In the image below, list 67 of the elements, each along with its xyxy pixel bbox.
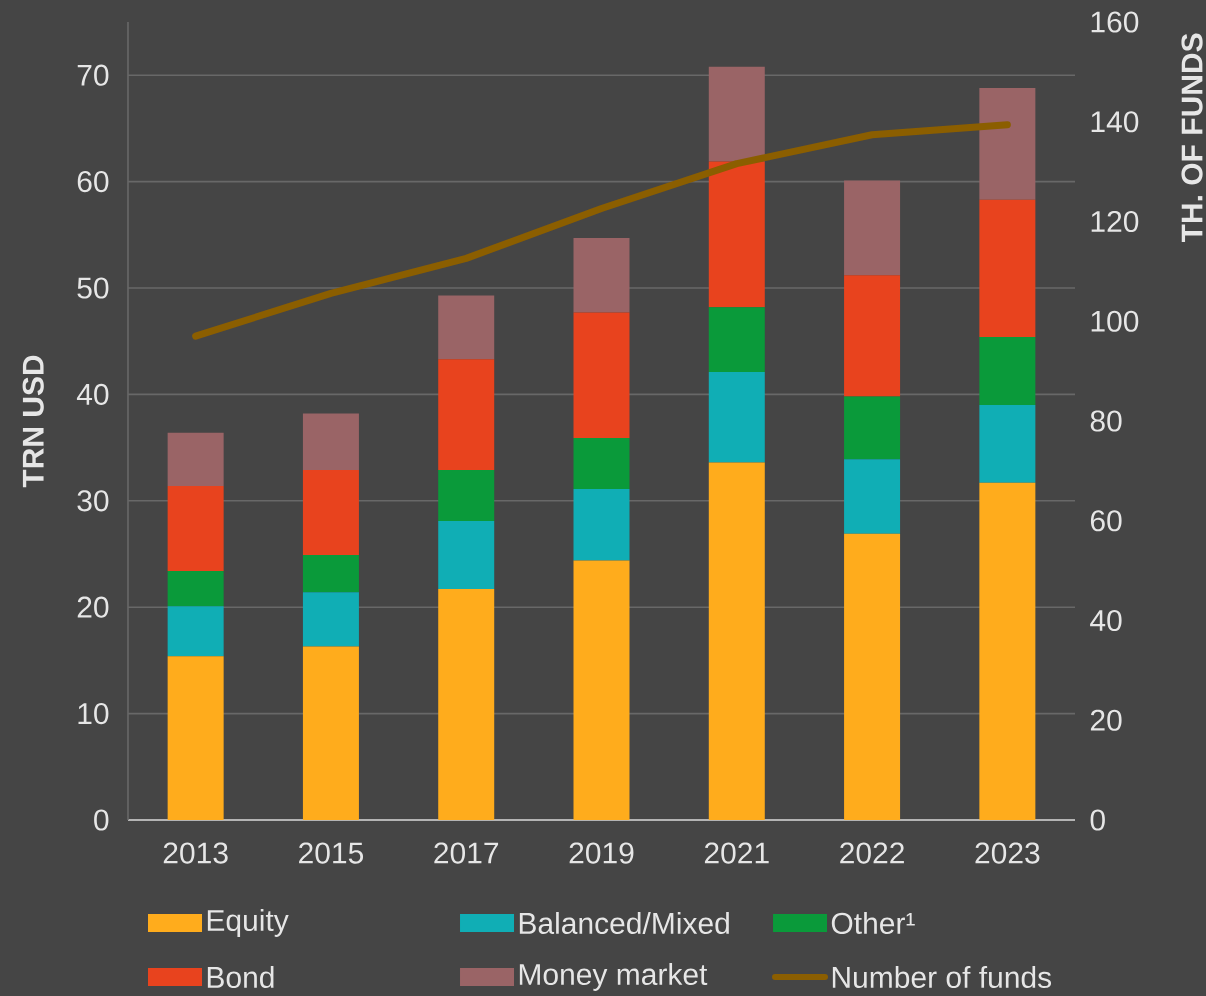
x-tick-label: 2021 xyxy=(704,842,769,864)
bar xyxy=(573,560,630,820)
legend-label: Other¹ xyxy=(831,911,915,934)
y-tick-label: 20 xyxy=(77,596,109,618)
y-tick-label: 40 xyxy=(76,383,109,406)
bar xyxy=(438,295,495,360)
legend-label: Number of funds xyxy=(832,965,1052,988)
x-tick-label: 2019 xyxy=(569,842,634,864)
y2-tick-label: 20 xyxy=(1090,709,1122,731)
bar xyxy=(708,66,765,162)
y2-tick-label: 140 xyxy=(1091,111,1139,133)
legend-label: Equity xyxy=(207,909,289,937)
bar xyxy=(573,438,630,490)
y2-axis-title: TH. OF FUNDS xyxy=(1181,33,1203,243)
bar xyxy=(708,161,765,308)
bar xyxy=(167,485,224,572)
bar xyxy=(302,413,359,470)
bar xyxy=(708,462,765,820)
bar xyxy=(573,312,630,439)
y2-tick-label: 60 xyxy=(1090,510,1122,532)
bar xyxy=(167,432,224,486)
bar xyxy=(979,336,1036,406)
x-tick-label: 2015 xyxy=(299,842,364,864)
bar xyxy=(167,656,224,820)
bar xyxy=(979,482,1036,820)
y-tick-label: 50 xyxy=(77,277,109,299)
bar xyxy=(302,469,359,556)
bar xyxy=(979,87,1036,200)
y2-tick-label: 80 xyxy=(1090,410,1122,432)
y-tick-label: 30 xyxy=(77,490,109,512)
bar xyxy=(438,469,495,522)
bar xyxy=(979,405,1036,483)
bar xyxy=(573,238,630,313)
y-tick-label: 60 xyxy=(77,171,109,193)
bar xyxy=(844,459,901,534)
x-tick-label: 2023 xyxy=(975,842,1040,864)
bar xyxy=(438,359,495,470)
y-axis-title: TRN USD xyxy=(22,355,44,488)
bar xyxy=(708,307,765,373)
bar xyxy=(438,589,495,820)
y2-tick-label: 0 xyxy=(1090,809,1105,831)
legend-label: Balanced/Mixed xyxy=(519,911,729,934)
y-tick-label: 70 xyxy=(77,64,109,86)
bar xyxy=(167,571,224,607)
bar xyxy=(573,489,630,561)
bar xyxy=(979,199,1036,337)
bar xyxy=(844,275,901,397)
y2-tick-label: 100 xyxy=(1091,310,1139,332)
bar xyxy=(844,180,901,276)
bar xyxy=(302,592,359,647)
bar xyxy=(844,533,901,820)
y-tick-label: 10 xyxy=(78,702,109,725)
y-tick-label: 0 xyxy=(94,809,109,831)
y2-tick-label: 160 xyxy=(1091,11,1139,33)
x-tick-label: 2013 xyxy=(163,842,228,864)
y2-tick-label: 40 xyxy=(1090,609,1122,632)
bar xyxy=(844,396,901,460)
y2-tick-label: 120 xyxy=(1091,210,1139,233)
bar xyxy=(708,372,765,463)
bar xyxy=(302,555,359,593)
legend-label: Money market xyxy=(519,963,708,991)
x-tick-label: 2017 xyxy=(434,842,499,864)
bar xyxy=(302,646,359,820)
legend-label: Bond xyxy=(207,965,274,988)
x-tick-label: 2022 xyxy=(840,842,904,864)
bar xyxy=(167,606,224,657)
bar xyxy=(438,521,495,590)
